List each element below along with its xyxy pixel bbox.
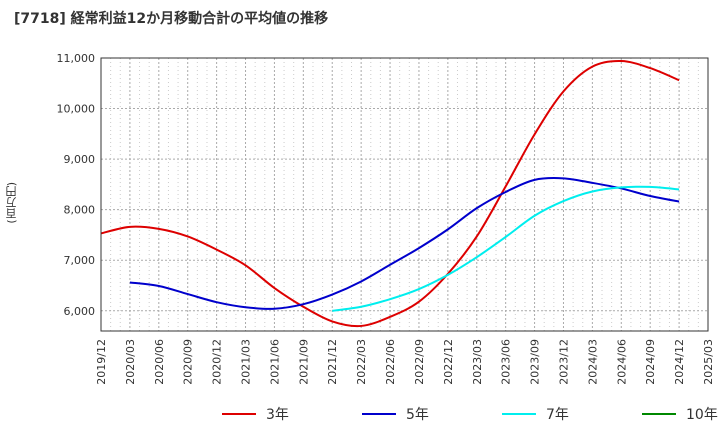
legend-label-2: 7年 <box>546 407 569 423</box>
x-tick-label: 2020/06 <box>153 339 166 385</box>
y-tick-label: 9,000 <box>64 153 96 166</box>
x-tick-label: 2021/06 <box>268 339 281 385</box>
y-ticks: 6,000 7,000 8,000 9,000 10,000 11,000 <box>57 52 96 318</box>
x-tick-label: 2023/06 <box>500 339 513 385</box>
x-tick-label: 2022/03 <box>355 339 368 385</box>
series-line-2 <box>332 185 680 312</box>
x-tick-label: 2020/09 <box>182 339 195 385</box>
x-tick-label: 2020/03 <box>124 339 137 385</box>
x-tick-label: 2023/03 <box>471 339 484 385</box>
x-tick-label: 2024/12 <box>673 339 686 385</box>
x-tick-label: 2023/12 <box>557 339 570 385</box>
series-lines <box>100 59 680 328</box>
y-tick-label: 11,000 <box>57 52 96 65</box>
y-tick-label: 8,000 <box>64 204 96 217</box>
x-tick-label: 2019/12 <box>95 339 108 385</box>
series-line-1 <box>129 176 680 310</box>
x-tick-label: 2022/12 <box>442 339 455 385</box>
legend-label-1: 5年 <box>406 407 429 423</box>
x-tick-label: 2024/03 <box>586 339 599 385</box>
series-line-0 <box>100 59 680 328</box>
plot-background <box>101 58 708 331</box>
x-tick-label: 2022/06 <box>384 339 397 385</box>
x-tick-label: 2024/06 <box>615 339 628 385</box>
x-tick-label: 2021/09 <box>297 339 310 385</box>
y-tick-label: 6,000 <box>64 305 96 318</box>
plot-frame <box>100 57 709 332</box>
x-tick-label: 2020/12 <box>211 339 224 385</box>
chart-title: [7718] 経常利益12か月移動合計の平均値の推移 <box>14 11 329 27</box>
x-tick-label: 2022/09 <box>413 339 426 385</box>
x-tick-label: 2021/12 <box>326 339 339 385</box>
y-tick-label: 7,000 <box>64 254 96 267</box>
y-tick-label: 10,000 <box>57 103 96 116</box>
x-ticks: 2019/12 2020/03 2020/06 2020/09 2020/12 2021/… <box>95 339 715 385</box>
legend-label-3: 10年 <box>686 407 718 423</box>
x-tick-label: 2023/09 <box>529 339 542 385</box>
legend-label-0: 3年 <box>266 407 289 423</box>
x-tick-label: 2025/03 <box>702 339 715 385</box>
grid <box>101 58 708 331</box>
x-tick-label: 2021/03 <box>240 339 253 385</box>
x-tick-label: 2024/09 <box>644 339 657 385</box>
legend: 3年 5年 7年 10年 <box>222 407 718 423</box>
